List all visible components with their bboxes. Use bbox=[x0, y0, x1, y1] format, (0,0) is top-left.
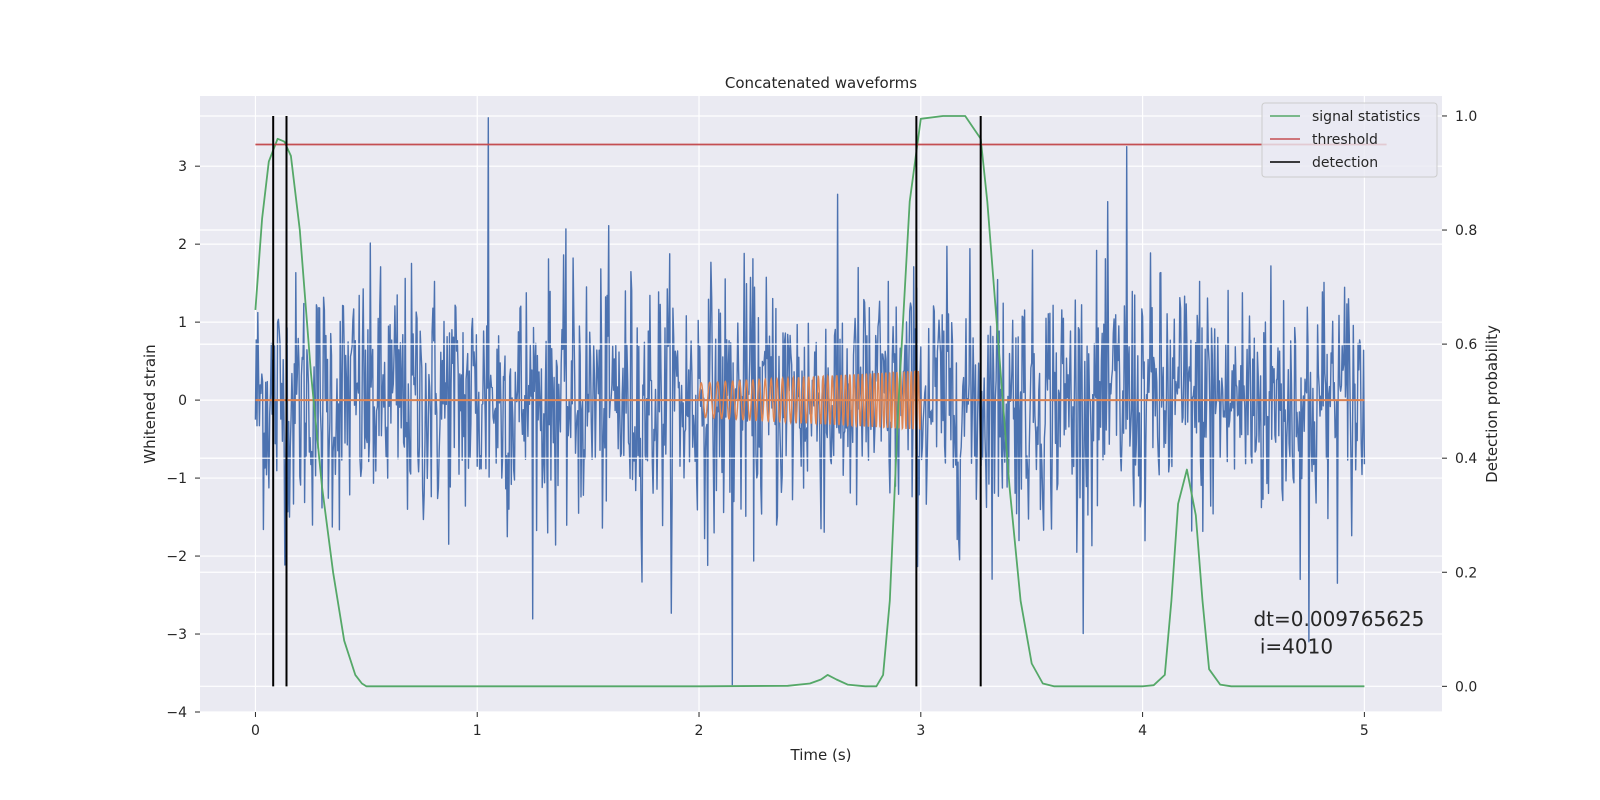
y2-tick-label: 0.0 bbox=[1455, 679, 1477, 695]
y2-tick-label: 0.4 bbox=[1455, 451, 1477, 467]
y2-axis-label: Detection probability bbox=[1483, 325, 1501, 483]
y-tick-label: 3 bbox=[178, 159, 187, 175]
y2-tick-label: 0.8 bbox=[1455, 223, 1477, 239]
y-tick-label: −3 bbox=[166, 627, 187, 643]
legend: signal statistics threshold detection bbox=[1261, 102, 1438, 178]
y-tick-label: −4 bbox=[166, 705, 187, 721]
right-axis-series-layer bbox=[254, 115, 1387, 688]
y-tick-label: 1 bbox=[178, 315, 187, 331]
signal-statistics-line bbox=[254, 115, 1365, 688]
y-tick-label: 2 bbox=[178, 237, 187, 253]
x-axis-label: Time (s) bbox=[790, 746, 852, 764]
annotation-dt: dt=0.009765625 bbox=[1253, 607, 1424, 631]
legend-label-threshold: threshold bbox=[1312, 132, 1378, 148]
waveform-chirp bbox=[698, 369, 922, 431]
y2-tick-label: 1.0 bbox=[1455, 109, 1477, 125]
y-axis-label: Whitened strain bbox=[141, 344, 159, 463]
annotation-index: i=4010 bbox=[1253, 635, 1333, 659]
waveform-series-layer bbox=[255, 369, 1365, 431]
x-tick-label: 3 bbox=[916, 723, 925, 739]
x-axis-ticks: 0 1 2 3 4 5 bbox=[251, 712, 1369, 739]
right-y-axis-ticks: 0.0 0.2 0.4 0.6 0.8 1.0 bbox=[1442, 109, 1477, 695]
left-y-axis-ticks: −4 −3 −2 −1 0 1 2 3 bbox=[166, 159, 200, 721]
x-tick-label: 0 bbox=[251, 723, 260, 739]
x-tick-label: 5 bbox=[1360, 723, 1369, 739]
x-tick-label: 2 bbox=[695, 723, 704, 739]
legend-label-signal-statistics: signal statistics bbox=[1312, 109, 1420, 125]
y-tick-label: −2 bbox=[166, 549, 187, 565]
y2-tick-label: 0.2 bbox=[1455, 565, 1477, 581]
y-tick-label: 0 bbox=[178, 393, 187, 409]
chart-title: Concatenated waveforms bbox=[725, 74, 917, 92]
y2-tick-label: 0.6 bbox=[1455, 337, 1477, 353]
x-tick-label: 1 bbox=[473, 723, 482, 739]
y-tick-label: −1 bbox=[166, 471, 187, 487]
legend-label-detection: detection bbox=[1312, 155, 1378, 171]
legend-frame bbox=[1261, 102, 1438, 178]
x-tick-label: 4 bbox=[1138, 723, 1147, 739]
